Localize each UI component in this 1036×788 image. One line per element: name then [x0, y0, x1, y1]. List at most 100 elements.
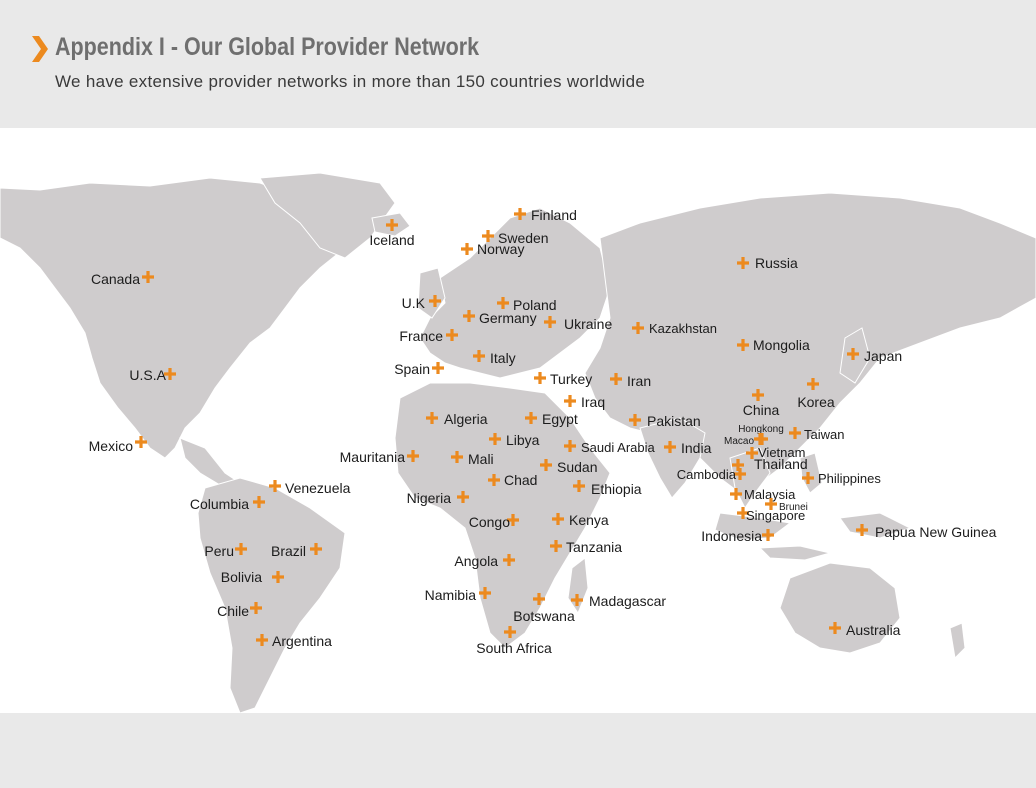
- location-label: Iran: [627, 373, 651, 389]
- plus-icon: [503, 554, 515, 566]
- location-marker: France: [399, 328, 458, 344]
- plus-icon: [564, 395, 577, 407]
- plus-icon: [142, 271, 154, 283]
- location-marker: U.K: [402, 295, 441, 311]
- plus-icon: [540, 459, 553, 471]
- location-label: Russia: [755, 255, 798, 271]
- location-label: Brazil: [271, 543, 306, 559]
- location-label: U.K: [402, 295, 426, 311]
- location-label: Iraq: [581, 394, 605, 410]
- location-marker: Mongolia: [737, 337, 810, 353]
- plus-icon: [737, 339, 750, 351]
- plus-icon: [752, 389, 765, 401]
- plus-icon: [272, 571, 284, 583]
- location-label: Thailand: [754, 456, 808, 472]
- location-marker: Mali: [451, 451, 494, 467]
- location-label: Mongolia: [753, 337, 810, 353]
- location-label: Botswana: [513, 608, 575, 624]
- location-marker: Malaysia: [730, 487, 796, 502]
- location-label: Norway: [477, 241, 524, 257]
- plus-icon: [765, 498, 778, 510]
- plus-icon: [807, 378, 820, 390]
- location-marker: Vietnam: [746, 445, 805, 460]
- plus-icon: [856, 524, 869, 536]
- plus-icon: [533, 593, 546, 605]
- location-marker: Papua New Guinea: [856, 524, 997, 540]
- location-marker: Italy: [473, 350, 516, 366]
- location-label: Iceland: [369, 232, 414, 248]
- plus-icon: [829, 622, 842, 634]
- location-marker: Argentina: [256, 633, 332, 649]
- location-marker: Kazakhstan: [632, 321, 717, 336]
- plus-icon: [386, 219, 398, 231]
- australia-land: [779, 562, 901, 654]
- philippines-land: [799, 452, 823, 494]
- plus-icon: [473, 350, 485, 362]
- location-marker: Madagascar: [571, 593, 666, 609]
- page-title: Appendix I - Our Global Provider Network: [55, 33, 480, 61]
- location-label: Cambodia: [677, 467, 737, 482]
- location-label: Saudi Arabia: [581, 440, 655, 455]
- location-marker: Mexico: [89, 436, 147, 454]
- location-label: Kenya: [569, 512, 609, 528]
- plus-icon: [573, 480, 586, 492]
- location-label: Turkey: [550, 371, 592, 387]
- location-marker: Taiwan: [789, 427, 844, 442]
- location-marker: Brunei: [765, 498, 808, 513]
- location-marker: Norway: [461, 241, 524, 257]
- location-marker: Spain: [394, 361, 444, 377]
- location-label: Germany: [479, 310, 537, 326]
- location-marker: Saudi Arabia: [564, 440, 655, 455]
- landmasses: [0, 172, 1036, 713]
- location-marker: Singapore: [737, 507, 805, 523]
- plus-icon: [506, 514, 519, 526]
- plus-icon: [732, 459, 745, 471]
- location-marker: U.S.A: [129, 367, 176, 383]
- plus-icon: [253, 496, 265, 508]
- location-label: Indonesia: [701, 528, 762, 544]
- location-label: Vietnam: [758, 445, 805, 460]
- plus-icon: [525, 412, 538, 424]
- location-marker: Botswana: [513, 593, 575, 624]
- location-marker: Brazil: [271, 543, 322, 559]
- location-label: Nigeria: [407, 490, 452, 506]
- plus-icon: [544, 316, 557, 328]
- location-marker: Iraq: [564, 394, 605, 410]
- location-label: Japan: [864, 348, 902, 364]
- location-marker: Chile: [217, 602, 262, 619]
- location-marker: Korea: [797, 378, 835, 410]
- plus-icon: [737, 507, 750, 519]
- plus-icon: [847, 348, 860, 360]
- location-marker: Angola: [454, 553, 515, 569]
- location-label: Argentina: [272, 633, 332, 649]
- africa-land: [394, 382, 611, 649]
- location-marker: Iran: [610, 373, 651, 389]
- location-marker: India: [664, 440, 712, 456]
- location-label: Algeria: [444, 411, 488, 427]
- plus-icon: [746, 447, 759, 459]
- location-label: Malaysia: [744, 487, 796, 502]
- location-marker: Indonesia: [701, 528, 775, 544]
- location-label: Mali: [468, 451, 494, 467]
- location-label: Venezuela: [285, 480, 351, 496]
- location-label: Italy: [490, 350, 516, 366]
- location-label: Ukraine: [564, 316, 612, 332]
- south-america-land: [197, 477, 346, 713]
- location-marker: South Africa: [476, 626, 552, 656]
- location-label: Poland: [513, 297, 557, 313]
- location-marker: Canada: [91, 271, 154, 287]
- location-marker: Japan: [847, 348, 902, 364]
- location-label: Taiwan: [804, 427, 844, 442]
- plus-icon: [734, 468, 747, 480]
- plus-icon: [610, 373, 623, 385]
- location-markers: Canada U.S.A Mexico Iceland Finland SwedenNor…: [89, 207, 997, 656]
- location-marker: Nigeria: [407, 490, 469, 506]
- location-marker: Germany: [463, 310, 537, 326]
- location-marker: Ukraine: [544, 316, 612, 332]
- location-label: Canada: [91, 271, 140, 287]
- location-marker: Libya: [489, 432, 540, 448]
- plus-icon: [754, 433, 767, 445]
- plus-icon: [269, 480, 281, 492]
- location-marker: Kenya: [552, 512, 609, 528]
- location-marker: Ethiopia: [573, 480, 642, 497]
